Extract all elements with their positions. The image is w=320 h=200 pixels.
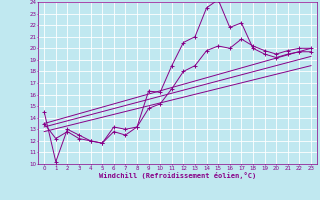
X-axis label: Windchill (Refroidissement éolien,°C): Windchill (Refroidissement éolien,°C) bbox=[99, 172, 256, 179]
